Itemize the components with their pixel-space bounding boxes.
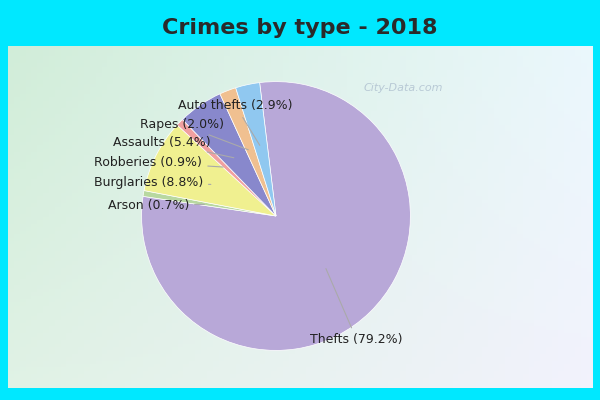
Wedge shape [182,94,276,216]
Text: City-Data.com: City-Data.com [364,83,443,93]
Wedge shape [142,82,410,350]
Wedge shape [144,125,276,216]
Text: Thefts (79.2%): Thefts (79.2%) [310,268,403,346]
Text: Robberies (0.9%): Robberies (0.9%) [94,156,223,169]
Text: Crimes by type - 2018: Crimes by type - 2018 [162,18,438,38]
Text: Arson (0.7%): Arson (0.7%) [107,199,205,212]
Text: Auto thefts (2.9%): Auto thefts (2.9%) [178,99,293,145]
Wedge shape [236,83,276,216]
Wedge shape [220,88,276,216]
Text: Rapes (2.0%): Rapes (2.0%) [140,118,248,150]
Wedge shape [143,190,276,216]
Wedge shape [177,120,276,216]
Text: Assaults (5.4%): Assaults (5.4%) [113,136,234,158]
Text: Burglaries (8.8%): Burglaries (8.8%) [94,176,211,189]
